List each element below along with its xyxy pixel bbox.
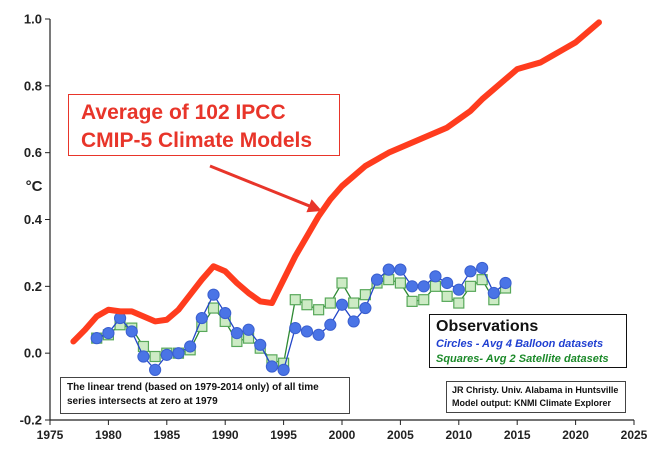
legend-title: Observations: [436, 318, 539, 335]
legend-entry-balloon: Circles - Avg 4 Balloon datasets: [436, 338, 604, 350]
x-tick-label: 2000: [329, 428, 356, 442]
trend-note-box: The linear trend (based on 1979-2014 onl…: [60, 377, 350, 414]
data-point-satellite: [149, 350, 161, 363]
y-tick-label: -0.2: [20, 413, 42, 428]
data-point-satellite: [394, 277, 406, 289]
series-group: [70, 19, 602, 376]
data-point-balloon: [277, 363, 290, 376]
data-point-satellite: [301, 299, 313, 311]
data-point-balloon: [184, 340, 197, 353]
data-point-balloon: [347, 315, 360, 328]
x-tick-label: 2025: [621, 428, 648, 442]
trend-note-line-1: The linear trend (based on 1979-2014 onl…: [67, 382, 319, 393]
data-point-balloon: [335, 298, 349, 311]
legend-entry-satellite: Squares- Avg 2 Satellite datasets: [436, 353, 609, 365]
data-point-balloon: [90, 332, 103, 345]
data-point-balloon: [102, 327, 115, 340]
data-point-balloon: [441, 276, 454, 290]
y-axis-label: °C: [26, 178, 43, 195]
data-point-balloon: [195, 311, 208, 325]
data-point-balloon: [265, 360, 279, 373]
credit-box: JR Christy. Univ. Alabama in Huntsville …: [446, 381, 626, 413]
data-point-balloon: [300, 325, 314, 338]
credit-line-1: JR Christy. Univ. Alabama in Huntsville: [452, 385, 619, 395]
x-tick-label: 2015: [504, 428, 531, 442]
data-point-balloon: [452, 283, 465, 296]
y-tick-label: 0.6: [24, 145, 42, 160]
data-point-satellite: [418, 294, 430, 306]
data-point-balloon: [405, 280, 419, 293]
callout-line-2: CMIP-5 Climate Models: [81, 129, 313, 152]
y-tick-label: 0.8: [24, 78, 42, 93]
x-tick-label: 1975: [37, 428, 64, 442]
data-point-balloon: [219, 306, 232, 320]
data-point-satellite: [336, 277, 348, 289]
data-point-balloon: [464, 265, 477, 278]
data-point-balloon: [207, 288, 220, 301]
x-tick-label: 1980: [95, 428, 122, 442]
data-point-satellite: [383, 274, 395, 286]
y-tick-label: 0.0: [24, 346, 42, 361]
data-point-balloon: [149, 363, 162, 376]
data-point-satellite: [464, 280, 477, 292]
data-point-satellite: [289, 294, 301, 306]
data-point-satellite: [429, 280, 442, 292]
credit-line-2: Model output: KNMI Climate Explorer: [452, 398, 612, 408]
data-point-satellite: [324, 297, 336, 309]
y-tick-label: 0.4: [24, 212, 43, 227]
data-point-satellite: [207, 302, 220, 314]
model-average-callout: Average of 102 IPCC CMIP-5 Climate Model…: [68, 94, 340, 156]
data-point-balloon: [125, 325, 138, 338]
data-point-balloon: [324, 318, 337, 331]
data-point-balloon: [230, 327, 243, 340]
data-point-balloon: [172, 347, 185, 360]
x-tick-label: 1995: [270, 428, 297, 442]
callout-line-1: Average of 102 IPCC: [81, 101, 286, 124]
data-point-balloon: [487, 286, 500, 300]
callout-arrow-head: [306, 199, 322, 213]
data-point-balloon: [382, 263, 395, 276]
legend-box: Observations Circles - Avg 4 Balloon dat…: [429, 314, 627, 368]
trend-note-line-2: series intersects at zero at 1979: [67, 396, 218, 407]
data-point-balloon: [499, 276, 512, 290]
data-point-balloon: [394, 263, 407, 276]
series-line-model-average: [70, 19, 602, 345]
data-point-balloon: [359, 301, 372, 315]
x-tick-label: 1990: [212, 428, 239, 442]
data-point-satellite: [313, 304, 325, 316]
data-point-satellite: [441, 290, 453, 302]
data-point-balloon: [370, 273, 384, 286]
data-point-balloon: [417, 280, 430, 293]
data-point-satellite: [348, 297, 360, 309]
x-tick-label: 2005: [387, 428, 414, 442]
data-point-balloon: [289, 322, 302, 335]
data-point-balloon: [254, 338, 267, 351]
data-point-satellite: [453, 297, 465, 309]
data-point-balloon: [160, 348, 173, 361]
data-point-balloon: [312, 328, 325, 341]
data-point-balloon: [429, 270, 442, 283]
data-point-balloon: [137, 350, 150, 363]
x-tick-label: 2010: [445, 428, 472, 442]
data-point-balloon: [242, 323, 255, 336]
x-tick-label: 1985: [153, 428, 180, 442]
data-point-balloon: [476, 261, 489, 275]
y-tick-label: 1.0: [24, 12, 42, 27]
x-tick-label: 2020: [562, 428, 589, 442]
y-tick-label: 0.2: [24, 279, 42, 294]
data-point-satellite: [406, 295, 418, 307]
callout-arrow-shaft: [209, 164, 315, 210]
callout-arrow: [209, 164, 322, 213]
